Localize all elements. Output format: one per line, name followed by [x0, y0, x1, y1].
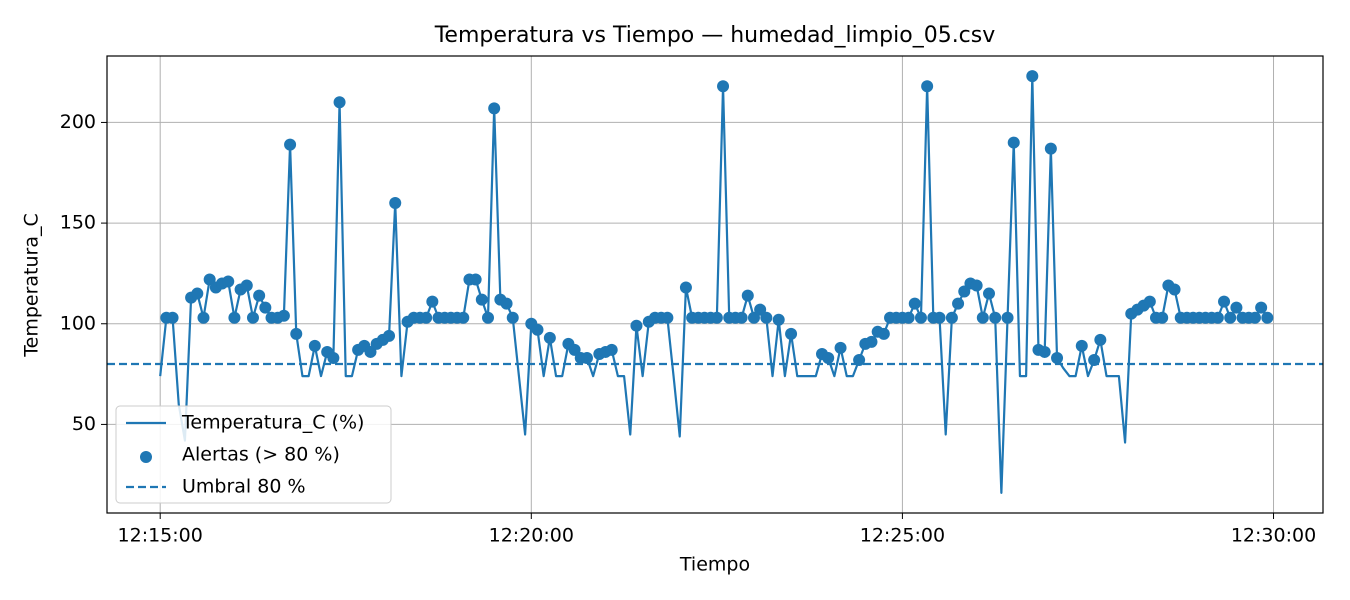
alert-point	[921, 80, 934, 93]
alert-point	[1088, 353, 1101, 366]
plot-frame	[106, 55, 1324, 514]
x-tick-label: 12:15:00	[118, 525, 203, 547]
legend-label: Umbral 80 %	[182, 476, 306, 498]
y-tick-label: 50	[72, 413, 96, 435]
alert-point	[420, 311, 433, 324]
alert-point	[679, 281, 692, 294]
alert-point	[469, 273, 482, 286]
alert-point	[785, 327, 798, 340]
alert-point	[290, 327, 303, 340]
alert-point	[989, 311, 1002, 324]
alert-point	[222, 275, 235, 288]
alert-point	[166, 311, 179, 324]
alert-point	[710, 311, 723, 324]
alert-point	[1044, 142, 1057, 155]
x-tick-label: 12:30:00	[1231, 525, 1316, 547]
alert-point	[983, 287, 996, 300]
alert-point	[976, 311, 989, 324]
alert-point	[1038, 345, 1051, 358]
alert-point	[661, 311, 674, 324]
alert-point	[426, 295, 439, 308]
alert-point	[853, 353, 866, 366]
alert-point	[630, 319, 643, 332]
alert-point	[1168, 283, 1181, 296]
alert-point	[1255, 301, 1268, 314]
alert-point	[475, 293, 488, 306]
alert-point	[1094, 333, 1107, 346]
alert-point	[877, 327, 890, 340]
alert-point	[741, 289, 754, 302]
alert-point	[327, 351, 340, 364]
alert-point	[970, 279, 983, 292]
alert-point	[1218, 295, 1231, 308]
alert-point	[1248, 311, 1261, 324]
alert-point	[259, 301, 272, 314]
alert-point	[1007, 136, 1020, 149]
alert-point	[1051, 351, 1064, 364]
alert-point	[822, 351, 835, 364]
alert-point	[605, 343, 618, 356]
y-tick-label: 200	[60, 111, 96, 133]
alert-point	[253, 289, 266, 302]
alert-point	[933, 311, 946, 324]
alert-point	[1224, 311, 1237, 324]
legend-label: Temperatura_C (%)	[181, 412, 364, 434]
alert-point	[506, 311, 519, 324]
alert-point	[284, 138, 297, 151]
legend-label: Alertas (> 80 %)	[182, 444, 340, 466]
alert-point	[246, 311, 259, 324]
alert-point	[772, 313, 785, 326]
y-tick-label: 150	[60, 212, 96, 234]
alert-point	[717, 80, 730, 93]
alert-point	[500, 297, 513, 310]
alert-point	[1156, 311, 1169, 324]
alert-point	[308, 339, 321, 352]
legend-marker	[140, 451, 152, 463]
alert-point	[1143, 295, 1156, 308]
x-tick-label: 12:20:00	[489, 525, 574, 547]
alert-point	[240, 279, 253, 292]
alert-point	[1075, 339, 1088, 352]
alert-point	[1261, 311, 1274, 324]
alert-point	[383, 329, 396, 342]
alert-point	[735, 311, 748, 324]
alert-point	[191, 287, 204, 300]
alert-point	[482, 311, 495, 324]
x-axis-label: Tiempo	[679, 554, 750, 576]
alert-point	[865, 335, 878, 348]
alert-point	[580, 351, 593, 364]
alert-point	[333, 96, 346, 109]
alert-point	[277, 309, 290, 322]
alert-point	[760, 311, 773, 324]
alert-point	[197, 311, 210, 324]
alert-point	[1230, 301, 1243, 314]
alert-point	[834, 341, 847, 354]
x-tick-label: 12:25:00	[860, 525, 945, 547]
alert-point	[914, 311, 927, 324]
alert-point	[1026, 70, 1039, 83]
alert-point	[945, 311, 958, 324]
alert-point	[228, 311, 241, 324]
alert-point	[488, 102, 501, 115]
alert-point	[531, 323, 544, 336]
y-tick-label: 100	[60, 312, 96, 334]
alert-point	[543, 331, 556, 344]
legend-box	[115, 405, 392, 504]
alert-point	[457, 311, 470, 324]
chart-title: Temperatura vs Tiempo — humedad_limpio_0…	[434, 23, 996, 48]
alert-point	[1001, 311, 1014, 324]
y-axis-label: Temperatura_C	[21, 213, 43, 358]
alert-point	[908, 297, 921, 310]
alert-point	[952, 297, 965, 310]
alert-point	[389, 196, 402, 209]
alert-point	[902, 311, 915, 324]
alert-point	[1211, 311, 1224, 324]
